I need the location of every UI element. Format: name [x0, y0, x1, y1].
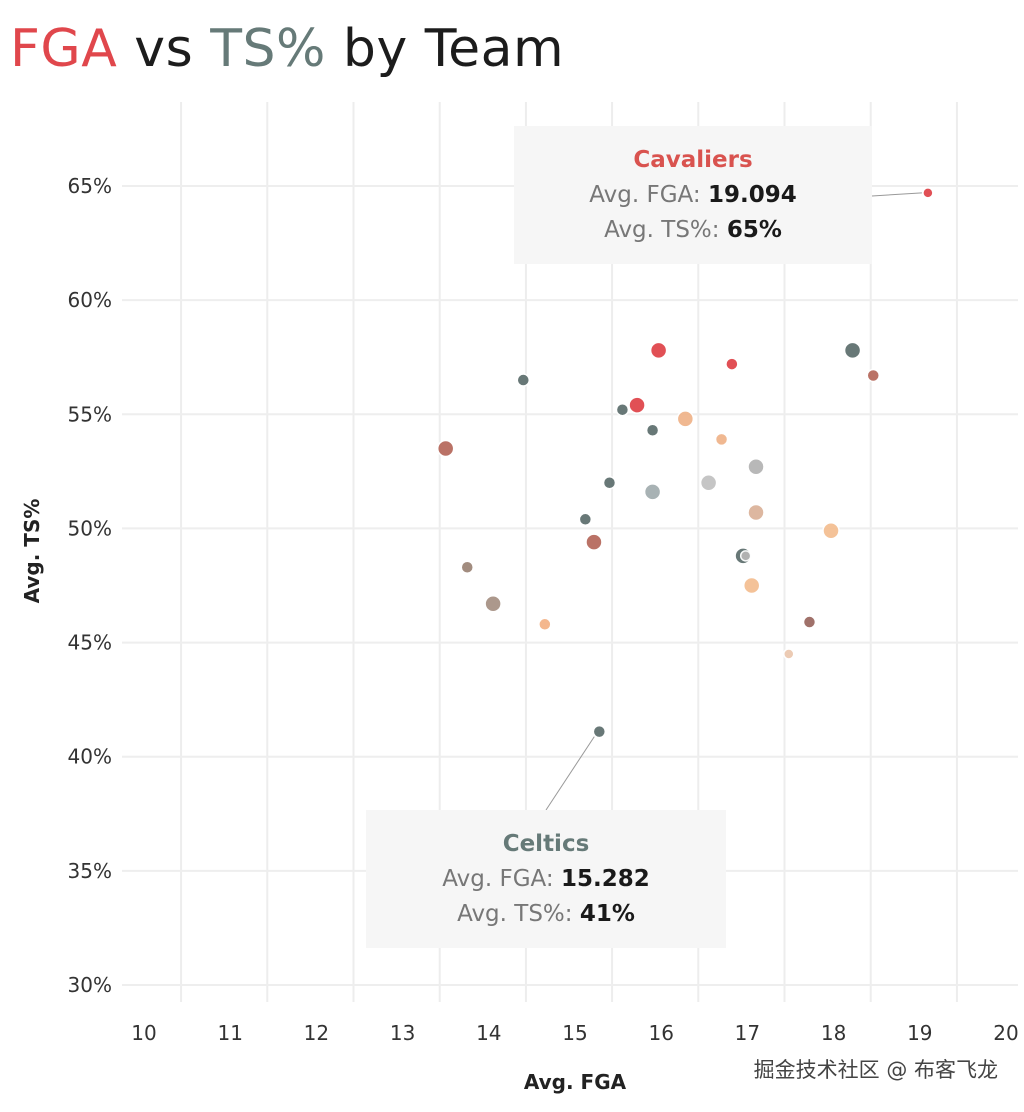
y-tick-label: 65%: [68, 174, 112, 198]
y-tick-label: 45%: [68, 631, 112, 655]
watermark: 掘金技术社区 @ 布客飞龙: [753, 1058, 998, 1082]
data-point: [578, 512, 593, 527]
data-point: [783, 648, 795, 660]
tooltip-celtics: Celtics Avg. FGA: 15.282 Avg. TS%: 41%: [366, 810, 726, 948]
x-tick-label: 18: [821, 1021, 846, 1045]
annotation-leader-line: [871, 192, 922, 197]
data-point: [592, 724, 607, 739]
tooltip-fga-label: Avg. FGA:: [589, 182, 701, 208]
data-point: [645, 423, 660, 438]
data-point: [643, 483, 662, 501]
data-point: [843, 341, 862, 360]
data-point: [742, 576, 761, 595]
data-point: [922, 187, 934, 199]
data-point: [649, 341, 668, 360]
data-point: [866, 368, 881, 383]
y-tick-label: 50%: [68, 516, 112, 540]
data-point: [484, 595, 502, 613]
data-point: [585, 533, 603, 551]
annotation-leader-line: [545, 736, 595, 811]
x-axis-label: Avg. FGA: [524, 1070, 627, 1094]
y-tick-label: 55%: [68, 402, 112, 426]
title-ts: TS%: [210, 19, 326, 79]
x-tick-label: 17: [735, 1021, 760, 1045]
x-tick-label: 19: [907, 1021, 932, 1045]
x-tick-label: 20: [993, 1021, 1018, 1045]
title-fga: FGA: [10, 19, 118, 79]
x-tick-label: 13: [390, 1021, 415, 1045]
tooltip-ts-label: Avg. TS%:: [457, 901, 573, 927]
title-vs: vs: [117, 19, 211, 79]
data-point: [460, 560, 474, 574]
data-point: [739, 550, 752, 562]
tooltip-fga-line: Avg. FGA: 15.282: [366, 862, 726, 897]
data-point: [436, 439, 455, 458]
y-tick-label: 60%: [68, 288, 112, 312]
data-point: [822, 521, 840, 540]
x-tick-label: 14: [476, 1021, 501, 1045]
data-point: [602, 476, 617, 490]
data-point: [725, 357, 739, 371]
data-point: [676, 410, 695, 428]
tooltip-ts-value: 65%: [726, 217, 782, 243]
tooltip-cavaliers: Cavaliers Avg. FGA: 19.094 Avg. TS%: 65%: [514, 126, 872, 264]
data-point: [747, 458, 765, 476]
x-tick-label: 12: [304, 1021, 329, 1045]
tooltip-fga-value: 19.094: [707, 182, 797, 208]
title-by-team: by Team: [325, 19, 565, 79]
data-point: [628, 396, 646, 414]
tooltip-team-name: Celtics: [502, 831, 590, 857]
x-tick-label: 15: [562, 1021, 587, 1045]
data-point: [615, 402, 630, 417]
tooltip-fga-label: Avg. FGA:: [442, 866, 554, 892]
data-point: [699, 474, 718, 492]
y-tick-label: 35%: [68, 859, 112, 883]
tooltip-ts-line: Avg. TS%: 65%: [514, 213, 872, 248]
y-tick-label: 30%: [68, 973, 112, 997]
tooltip-ts-label: Avg. TS%:: [604, 217, 720, 243]
tooltip-ts-line: Avg. TS%: 41%: [366, 897, 726, 932]
tooltip-team-name: Cavaliers: [633, 147, 753, 173]
x-tick-label: 11: [217, 1021, 242, 1045]
y-tick-label: 40%: [68, 745, 112, 769]
data-point: [802, 615, 817, 629]
x-tick-label: 16: [648, 1021, 673, 1045]
data-point: [538, 617, 552, 632]
data-point: [516, 373, 531, 387]
tooltip-ts-value: 41%: [579, 901, 635, 927]
data-point: [747, 503, 765, 522]
chart-title: FGA vs TS% by Team: [10, 18, 564, 80]
tooltip-fga-value: 15.282: [560, 866, 650, 892]
y-axis-label: Avg. TS%: [20, 499, 44, 604]
tooltip-fga-line: Avg. FGA: 19.094: [514, 178, 872, 213]
data-point: [714, 432, 729, 447]
x-tick-label: 10: [131, 1021, 156, 1045]
